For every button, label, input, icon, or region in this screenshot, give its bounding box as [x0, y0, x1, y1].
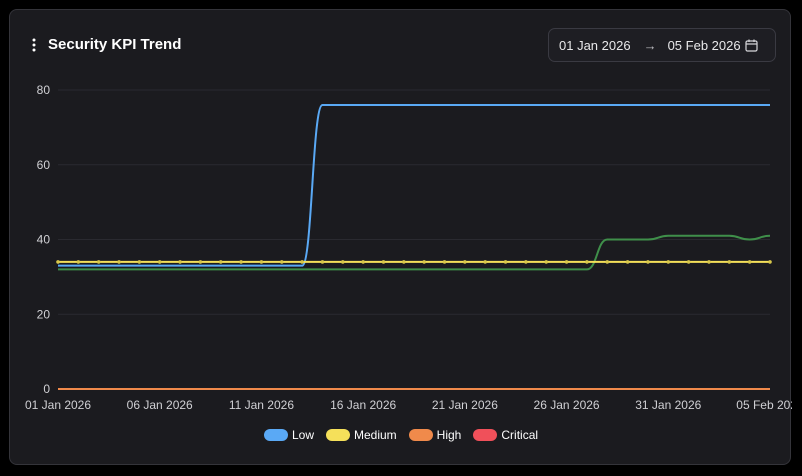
chart-legend: Low Medium High Critical: [10, 428, 792, 442]
x-tick-label: 31 Jan 2026: [635, 398, 701, 412]
x-tick-label: 16 Jan 2026: [330, 398, 396, 412]
date-range-end[interactable]: 05 Feb 2026: [667, 37, 741, 53]
vertical-ellipsis-icon[interactable]: [28, 38, 40, 52]
legend-item-medium[interactable]: Medium: [325, 428, 397, 442]
medium-point: [341, 260, 345, 264]
medium-point: [239, 260, 243, 264]
medium-point: [686, 260, 691, 264]
unlabeled-series-line: [58, 234, 771, 271]
medium-point: [300, 260, 304, 264]
medium-point: [503, 260, 508, 264]
calendar-icon[interactable]: [744, 39, 758, 52]
legend-swatch: [473, 429, 498, 441]
medium-point: [564, 260, 569, 264]
medium-point: [747, 260, 752, 264]
medium-point: [646, 260, 650, 264]
x-tick-label: 06 Jan 2026: [127, 398, 193, 412]
date-range-start[interactable]: 01 Jan 2026: [559, 37, 631, 53]
medium-point: [727, 260, 732, 264]
x-tick-label: 11 Jan 2026: [229, 398, 294, 412]
y-tick-label: 80: [37, 83, 51, 97]
legend-item-low[interactable]: Low: [263, 428, 314, 442]
legend-swatch: [408, 429, 433, 441]
legend-swatch: [263, 429, 288, 441]
date-range-picker[interactable]: 01 Jan 2026 → 05 Feb 2026: [548, 28, 776, 62]
medium-point: [259, 260, 264, 264]
medium-point: [605, 260, 610, 264]
medium-point: [666, 260, 671, 264]
x-tick-label: 01 Jan 2026: [25, 398, 91, 412]
medium-point: [768, 260, 772, 264]
legend-label: Medium: [353, 428, 397, 442]
legend-item-critical[interactable]: Critical: [473, 428, 538, 442]
medium-point: [198, 260, 203, 264]
y-tick-label: 40: [37, 233, 51, 247]
card-title: Security KPI Trend: [48, 36, 182, 53]
x-tick-label: 05 Feb 2026: [736, 398, 792, 412]
medium-point: [218, 260, 223, 264]
kpi-line-chart: 0 20 40 60 80 01 Jan 2026 06 Jan 2026 11 Jan 20…: [25, 83, 792, 412]
medium-point: [463, 260, 467, 264]
legend-label: Critical: [501, 428, 539, 442]
kpi-card: Security KPI Trend 01 Jan 2026 → 05 Feb …: [9, 9, 792, 465]
medium-point: [137, 260, 142, 264]
medium-point: [625, 260, 630, 264]
medium-point: [402, 260, 406, 264]
y-tick-label: 20: [37, 307, 51, 321]
low-series-line: [58, 103, 770, 267]
arrow-right-icon: →: [643, 37, 657, 53]
legend-swatch: [325, 429, 350, 441]
medium-point: [178, 260, 182, 264]
medium-point: [117, 260, 121, 264]
medium-point: [544, 260, 549, 264]
y-tick-label: 0: [43, 382, 50, 396]
medium-point: [381, 260, 386, 264]
legend-label: Low: [291, 428, 314, 442]
medium-point: [76, 260, 81, 264]
medium-point: [524, 260, 528, 264]
y-tick-label: 60: [37, 158, 51, 172]
x-tick-label: 26 Jan 2026: [534, 398, 600, 412]
card-header: Security KPI Trend: [28, 36, 181, 53]
medium-point: [442, 260, 447, 264]
medium-point: [707, 260, 711, 264]
medium-point: [320, 260, 325, 264]
legend-item-high[interactable]: High: [408, 428, 462, 442]
medium-point: [361, 260, 365, 264]
medium-point: [483, 260, 488, 264]
medium-point: [422, 260, 426, 264]
x-tick-label: 21 Jan 2026: [432, 398, 498, 412]
medium-point: [157, 260, 162, 264]
medium-point: [279, 260, 284, 264]
medium-point: [56, 260, 60, 264]
medium-point: [96, 260, 101, 264]
legend-label: High: [436, 428, 462, 442]
medium-point: [585, 260, 589, 264]
